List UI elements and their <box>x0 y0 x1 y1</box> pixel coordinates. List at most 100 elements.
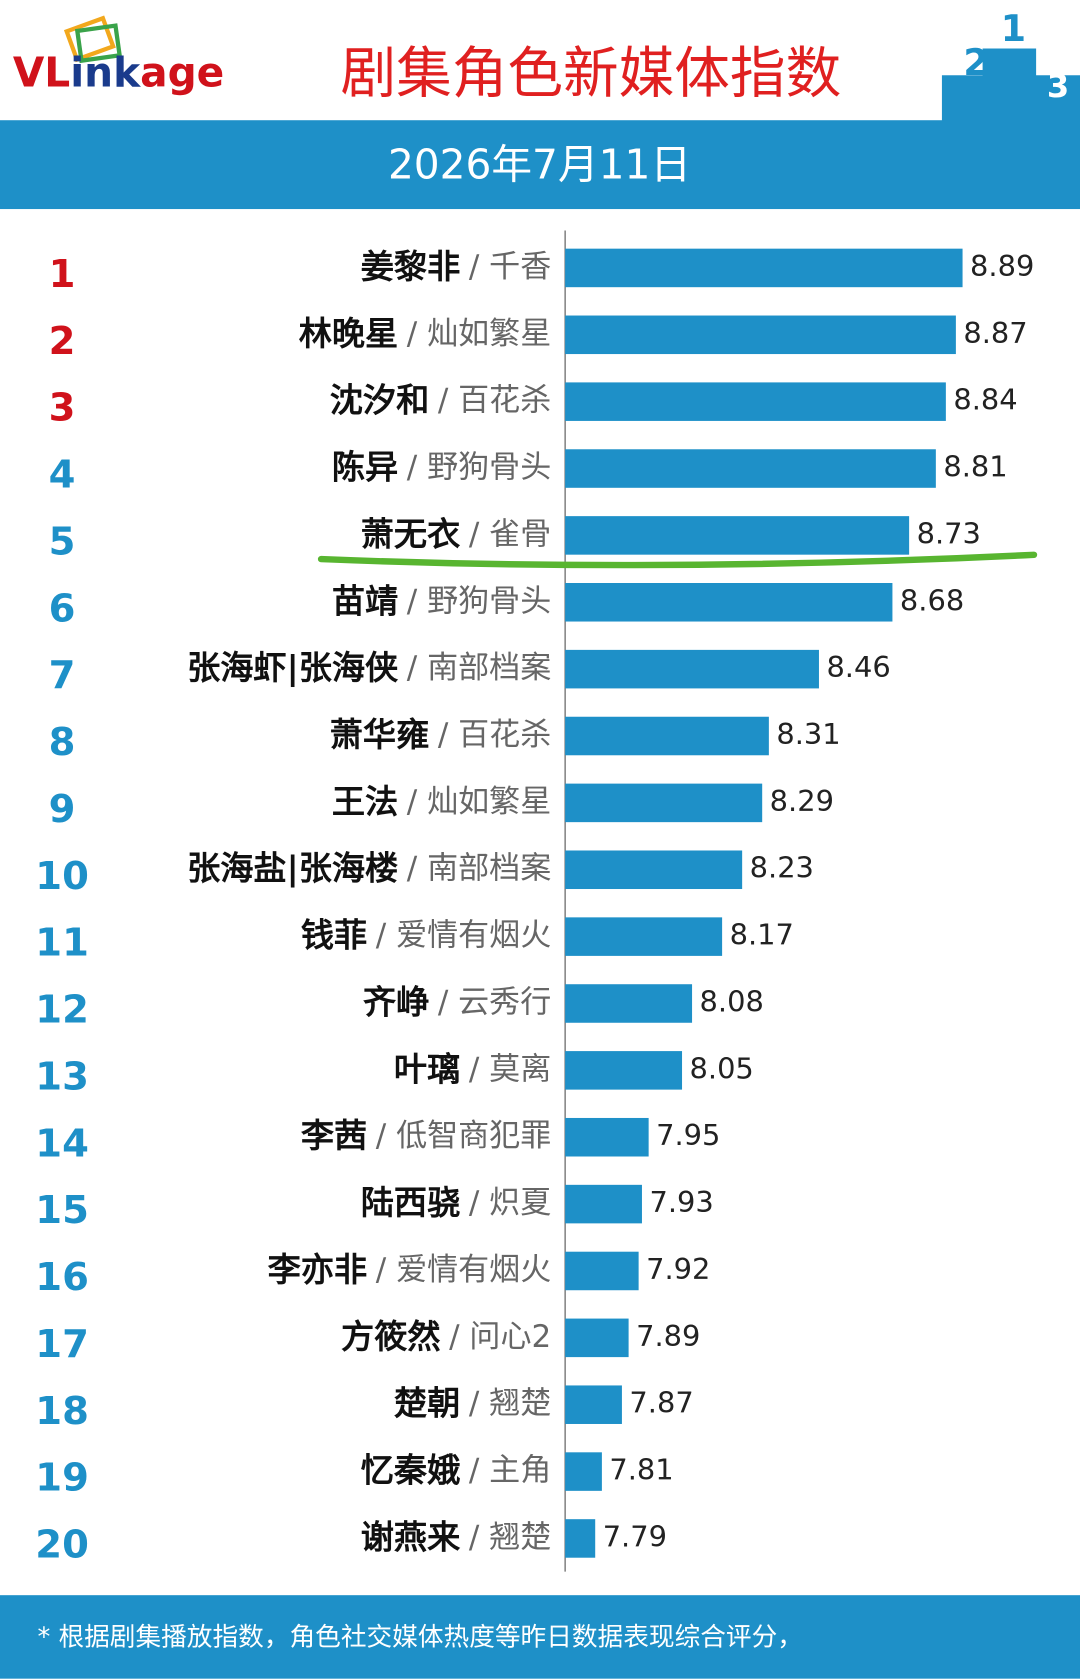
drama-name: / 爱情有烟火 <box>376 1252 551 1288</box>
character-name: 沈汐和 <box>330 380 430 419</box>
rank-label: 1 <box>49 252 76 297</box>
drama-name: / 百花杀 <box>438 383 551 419</box>
bar <box>565 382 946 421</box>
value-label: 8.17 <box>730 918 794 952</box>
rank-label: 19 <box>35 1456 89 1501</box>
bar <box>565 248 963 288</box>
bar <box>565 1519 596 1558</box>
character-name: 张海盐|张海楼 <box>187 848 398 887</box>
rank-label: 9 <box>49 787 76 832</box>
drama-name: / 低智商犯罪 <box>376 1118 551 1154</box>
footer-band <box>0 1595 1080 1679</box>
character-name: 林晚星 <box>299 313 399 352</box>
value-label: 8.31 <box>776 717 840 751</box>
drama-name: / 莫离 <box>469 1051 551 1087</box>
bar <box>565 850 743 890</box>
category-label: 楚朝 / 翘楚 <box>394 1383 551 1422</box>
bar <box>565 1385 622 1424</box>
character-name: 李茜 <box>301 1116 367 1155</box>
value-label: 7.93 <box>649 1185 713 1219</box>
rank-label: 14 <box>35 1121 89 1166</box>
rank-label: 4 <box>49 453 76 498</box>
category-label: 齐峥 / 云秀行 <box>363 982 551 1021</box>
rank-label: 15 <box>35 1188 89 1233</box>
rank-label: 11 <box>35 921 89 966</box>
logo-icon <box>63 15 123 64</box>
character-name: 姜黎非 <box>361 246 461 285</box>
drama-name: / 野狗骨头 <box>407 583 551 619</box>
bar <box>565 984 693 1023</box>
svg-text:2: 2 <box>963 41 988 84</box>
bar <box>565 783 763 823</box>
value-label: 8.87 <box>963 316 1027 350</box>
drama-name: / 野狗骨头 <box>407 450 551 486</box>
rank-label: 20 <box>35 1523 89 1568</box>
category-label: 萧华雍 / 百花杀 <box>330 715 552 754</box>
header-band <box>0 120 1080 210</box>
drama-name: / 炽夏 <box>469 1185 551 1221</box>
podium-icon: 2 1 3 <box>941 7 1080 124</box>
value-label: 8.68 <box>900 583 964 617</box>
drama-name: / 翘楚 <box>469 1519 551 1555</box>
character-name: 王法 <box>332 781 398 820</box>
bar <box>565 649 819 689</box>
character-name: 楚朝 <box>394 1383 460 1422</box>
rank-label: 18 <box>35 1389 89 1434</box>
rank-label: 12 <box>35 988 89 1033</box>
category-label: 忆秦娥 / 主角 <box>361 1450 551 1489</box>
category-label: 苗靖 / 野狗骨头 <box>332 581 551 620</box>
subtitle: 2026年7月11日 <box>388 140 691 188</box>
character-name: 钱菲 <box>301 915 367 954</box>
value-label: 8.89 <box>970 249 1034 283</box>
value-label: 7.92 <box>646 1252 710 1286</box>
drama-name: / 百花杀 <box>438 717 551 753</box>
drama-name: / 千香 <box>469 249 551 285</box>
value-label: 8.29 <box>770 784 834 818</box>
bar <box>565 583 893 622</box>
highlight-underline <box>317 551 1038 569</box>
drama-name: / 南部档案 <box>407 650 551 686</box>
category-label: 萧无衣 / 雀骨 <box>361 514 551 553</box>
drama-name: / 问心2 <box>449 1319 551 1355</box>
category-label: 沈汐和 / 百花杀 <box>330 380 552 419</box>
rank-label: 2 <box>49 319 76 364</box>
character-name: 萧无衣 <box>361 514 461 553</box>
value-label: 8.84 <box>953 383 1017 417</box>
category-label: 姜黎非 / 千香 <box>361 246 551 285</box>
bar <box>565 1251 639 1291</box>
character-name: 陈异 <box>332 447 398 486</box>
value-label: 8.08 <box>700 984 764 1018</box>
bar <box>565 1051 683 1090</box>
bar <box>565 516 910 555</box>
character-name: 苗靖 <box>332 581 398 620</box>
value-label: 8.81 <box>943 450 1007 484</box>
category-label: 钱菲 / 爱情有烟火 <box>301 915 551 954</box>
svg-text:3: 3 <box>1047 67 1069 105</box>
logo-part: ink <box>70 48 141 96</box>
bar <box>565 315 956 355</box>
drama-name: / 灿如繁星 <box>407 784 551 820</box>
bar <box>565 1318 629 1358</box>
drama-name: / 南部档案 <box>407 851 551 887</box>
value-label: 8.46 <box>826 650 890 684</box>
rank-label: 13 <box>35 1054 89 1099</box>
category-label: 谢燕来 / 翘楚 <box>361 1517 551 1556</box>
character-name: 叶璃 <box>394 1049 460 1088</box>
character-name: 方筱然 <box>341 1316 441 1355</box>
chart-title: 剧集角色新媒体指数 <box>340 42 841 107</box>
category-label: 王法 / 灿如繁星 <box>332 781 551 820</box>
category-label: 李亦非 / 爱情有烟火 <box>268 1249 552 1288</box>
value-label: 7.79 <box>603 1519 667 1553</box>
character-name: 李亦非 <box>268 1249 368 1288</box>
bar <box>565 917 723 956</box>
svg-text:1: 1 <box>1001 7 1026 50</box>
category-label: 林晚星 / 灿如繁星 <box>299 313 552 352</box>
bar <box>565 716 769 756</box>
category-label: 李茜 / 低智商犯罪 <box>301 1116 551 1155</box>
category-label: 张海虾|张海侠 / 南部档案 <box>187 648 551 687</box>
drama-name: / 爱情有烟火 <box>376 918 551 954</box>
rank-label: 16 <box>35 1255 89 1300</box>
value-label: 7.89 <box>636 1319 700 1353</box>
rank-label: 10 <box>35 854 89 899</box>
